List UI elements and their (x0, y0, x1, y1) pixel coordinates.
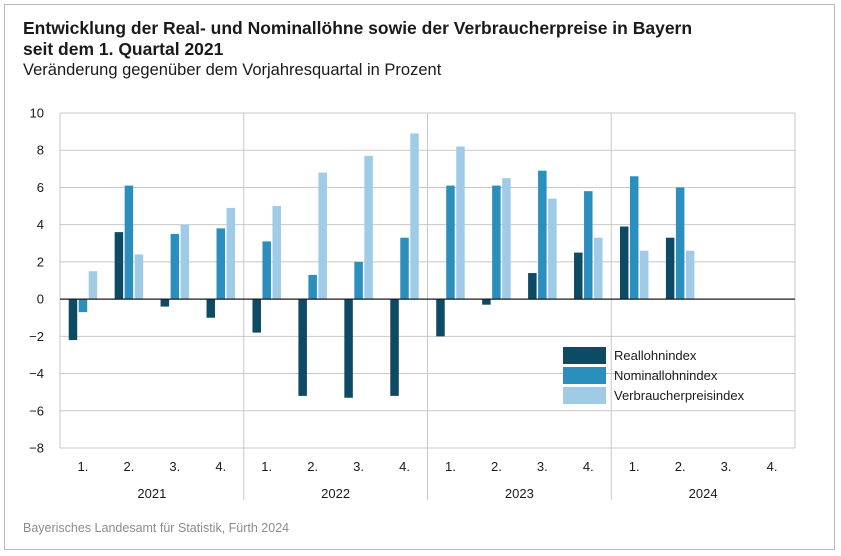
quarter-label: 2. (123, 459, 134, 474)
bar-reallohnindex (619, 226, 629, 300)
quarter-label: 2. (307, 459, 318, 474)
y-tick-label: 6 (37, 180, 44, 195)
bar-verbraucherpreisindex (180, 224, 190, 300)
y-tick-label: −2 (29, 329, 44, 344)
legend-item-reallohnindex: Reallohnindex (563, 345, 744, 365)
bar-nominallohnindex (354, 261, 363, 300)
bar-nominallohnindex (584, 191, 593, 300)
legend-label-nominallohnindex: Nominallohnindex (614, 367, 718, 383)
bar-nominallohnindex (400, 237, 409, 300)
bar-nominallohnindex (262, 241, 271, 300)
legend-item-nominallohnindex: Nominallohnindex (563, 365, 744, 385)
bar-nominallohnindex (308, 274, 317, 300)
quarter-label: 1. (78, 459, 89, 474)
bar-reallohnindex (160, 299, 170, 307)
bar-nominallohnindex (216, 228, 226, 300)
y-tick-label: −8 (29, 441, 44, 456)
bar-nominallohnindex (675, 187, 685, 300)
axis-layer: 10 8 6 4 2 0 −2 −4 −6 −8 2021 2022 2023 2024 1. 2. 3. 4. 1… (29, 106, 795, 501)
legend-swatch-reallohnindex (563, 346, 606, 364)
bar-reallohnindex (528, 273, 537, 300)
quarter-label: 2. (675, 459, 686, 474)
year-label: 2023 (505, 486, 534, 501)
bar-reallohnindex (574, 252, 583, 300)
bar-reallohnindex (482, 299, 491, 305)
quarter-label: 1. (261, 459, 272, 474)
legend-item-verbraucherpreisindex: Verbraucherpreisindex (563, 385, 744, 405)
quarter-label: 4. (215, 459, 226, 474)
chart-subtitle: Veränderung gegenüber dem Vorjahresquart… (23, 61, 442, 79)
quarter-label: 2. (491, 459, 502, 474)
bar-verbraucherpreisindex (456, 146, 465, 300)
bar-verbraucherpreisindex (502, 178, 511, 300)
y-tick-label: 10 (30, 106, 44, 121)
bar-verbraucherpreisindex (88, 271, 98, 300)
bar-reallohnindex (298, 299, 307, 396)
year-label: 2022 (321, 486, 350, 501)
bar-reallohnindex (436, 299, 445, 337)
quarter-label: 3. (169, 459, 180, 474)
bar-nominallohnindex (170, 233, 180, 300)
bar-verbraucherpreisindex (594, 237, 603, 300)
bar-verbraucherpreisindex (272, 206, 281, 300)
legend-label-reallohnindex: Reallohnindex (614, 347, 697, 363)
source-note: Bayerisches Landesamt für Statistik, Für… (23, 521, 290, 535)
quarter-label: 4. (399, 459, 410, 474)
bar-verbraucherpreisindex (226, 207, 236, 300)
quarter-label: 3. (353, 459, 364, 474)
year-label: 2024 (689, 486, 718, 501)
bar-verbraucherpreisindex (639, 250, 649, 300)
y-tick-label: 8 (37, 143, 44, 158)
y-tick-label: −4 (29, 366, 44, 381)
bar-nominallohnindex (124, 185, 134, 300)
quarter-label: 1. (445, 459, 456, 474)
bar-verbraucherpreisindex (364, 155, 373, 300)
bar-nominallohnindex (629, 176, 639, 300)
bar-nominallohnindex (446, 185, 455, 300)
bar-reallohnindex (114, 232, 124, 300)
year-label: 2021 (137, 486, 166, 501)
quarter-label: 4. (767, 459, 778, 474)
bar-layer (68, 133, 695, 398)
bar-reallohnindex (390, 299, 399, 396)
quarter-label: 1. (629, 459, 640, 474)
y-tick-label: 2 (37, 254, 44, 269)
legend-swatch-nominallohnindex (563, 366, 606, 384)
bar-verbraucherpreisindex (548, 198, 557, 300)
chart-title-line2: seit dem 1. Quartal 2021 (23, 39, 224, 59)
quarter-label: 4. (583, 459, 594, 474)
bar-verbraucherpreisindex (685, 250, 695, 300)
y-tick-label: 4 (37, 217, 44, 232)
chart-title-line1: Entwicklung der Real- und Nominallöhne s… (23, 18, 693, 38)
bar-verbraucherpreisindex (410, 133, 419, 300)
bar-reallohnindex (665, 237, 675, 300)
legend-label-verbraucherpreisindex: Verbraucherpreisindex (614, 387, 745, 403)
legend: Reallohnindex Nominallohnindex Verbrauch… (563, 345, 744, 405)
bar-nominallohnindex (492, 185, 501, 300)
bar-verbraucherpreisindex (318, 172, 327, 300)
grid-layer (59, 112, 796, 500)
y-tick-label: −6 (29, 403, 44, 418)
legend-swatch-verbraucherpreisindex (563, 386, 606, 404)
bar-nominallohnindex (78, 299, 88, 313)
bar-reallohnindex (344, 299, 353, 398)
quarter-label: 3. (537, 459, 548, 474)
bar-reallohnindex (68, 299, 78, 341)
bar-verbraucherpreisindex (134, 254, 144, 300)
bar-reallohnindex (206, 299, 216, 318)
bar-nominallohnindex (538, 170, 547, 300)
y-tick-label: 0 (37, 292, 44, 307)
bar-reallohnindex (252, 299, 261, 333)
quarter-label: 3. (721, 459, 732, 474)
